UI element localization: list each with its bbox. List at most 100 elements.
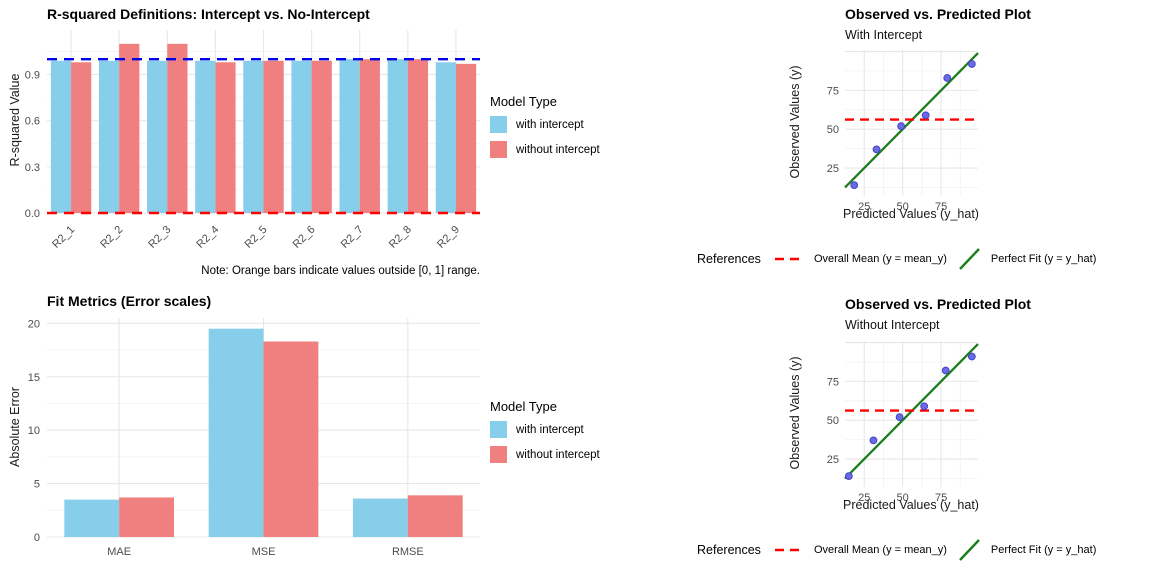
y-tick-label: 15 [28,372,40,384]
bar-R2_2-without [119,43,140,214]
references-legend-title: References [697,543,761,557]
with-intercept-swatch [490,421,507,438]
scatter-point [967,352,976,361]
legend-title: Model Type [490,94,557,109]
overall-mean-label: Overall Mean (y = mean_y) [813,253,947,265]
bar-R2_8-without [407,59,429,213]
scatter-without-x-axis-label: Predicted Values (y_hat) [843,498,979,512]
x-tick-label: R2_6 [291,224,318,251]
rsquared-plot-area: R2_1 R2_2 R2_3 R2_4 R2_5 R2_6 R2_7 R2_8 R2_9 0.0 0… [25,30,480,251]
x-tick-label: RMSE [392,546,424,558]
x-tick-label: 50 [897,201,909,213]
bar-R2_7-with [339,59,360,213]
legend-item-without-intercept: without intercept [490,141,600,158]
y-tick-label: 50 [827,415,839,427]
scatter-point [943,74,952,82]
y-tick-label: 0.9 [25,70,40,82]
x-tick-label: 75 [935,201,947,213]
perfect-fit-label: Perfect Fit (y = y_hat) [990,544,1097,556]
rsquared-caption: Note: Orange bars indicate values outsid… [201,265,480,277]
bar-MAE-without [119,497,175,537]
legend-item-without-intercept: without intercept [490,446,600,463]
x-tick-label: R2_1 [50,224,77,251]
scatter-point [967,60,976,68]
scatter-with-plot-area: 25 50 75 25 50 75 [827,50,979,213]
x-tick-label: MSE [252,546,276,558]
perfect-fit-line-icon [959,248,980,270]
bar-R2_4-with [195,60,216,213]
bar-R2_2-with [98,60,120,213]
legend-item-label: with intercept [516,118,584,131]
scatter-point [850,181,859,190]
scatter-without-title: Observed vs. Predicted Plot [845,296,1031,312]
mean-line-icon [774,257,803,261]
without-intercept-swatch [490,141,507,158]
y-tick-label: 25 [827,454,839,466]
bar-MAE-with [64,499,120,537]
bar-R2_1-with [50,60,72,213]
bar-R2_6-with [291,60,312,213]
bar-R2_6-without [311,60,332,213]
perfect-fit-line-icon [959,539,980,561]
x-tick-label: 25 [858,492,870,504]
legend-item-label: without intercept [516,448,600,461]
y-tick-label: 0 [34,532,40,544]
fit-metrics-chart-title: Fit Metrics (Error scales) [47,293,212,309]
x-tick-label: 75 [935,492,947,504]
scatter-point [872,145,881,154]
x-tick-label: R2_9 [435,224,462,251]
scatter-point [895,413,904,422]
legend-item-with-intercept: with intercept [490,421,600,438]
x-tick-label: R2_4 [194,224,221,251]
x-tick-label: R2_5 [243,224,270,251]
y-tick-label: 5 [34,479,40,491]
y-tick-label: 75 [827,85,839,97]
bar-MSE-with [208,328,264,537]
y-tick-label: 25 [827,163,839,175]
legend-item-with-intercept: with intercept [490,116,600,133]
y-tick-label: 0.6 [25,116,40,128]
bar-R2_7-without [359,59,380,213]
y-tick-label: 75 [827,376,839,388]
scatter-with-title: Observed vs. Predicted Plot [845,6,1031,22]
bar-RMSE-without [407,495,463,537]
y-tick-label: 50 [827,124,839,136]
scatter-point [941,366,950,375]
x-tick-label: 25 [858,201,870,213]
scatter-point [921,111,930,120]
scatter-point [869,436,878,445]
model-type-legend-top: Model Type with intercept without interc… [490,94,600,166]
bar-R2_5-without [263,60,284,213]
with-intercept-swatch [490,116,507,133]
mean-line-icon [774,548,803,552]
bar-R2_4-without [215,62,236,214]
scatter-point [897,122,906,131]
y-tick-label: 10 [28,425,40,437]
rsquared-chart-title: R-squared Definitions: Intercept vs. No-… [47,6,370,22]
x-tick-label: 50 [897,492,909,504]
references-legend-top: References Overall Mean (y = mean_y) Per… [697,246,1096,272]
x-tick-label: R2_3 [146,224,173,251]
scatter-with-x-axis-label: Predicted Values (y_hat) [843,207,979,221]
scatter-without-plot-area: 25 50 75 25 50 75 [827,341,979,504]
perfect-fit-label: Perfect Fit (y = y_hat) [990,253,1097,265]
references-legend-title: References [697,252,761,266]
x-tick-label: R2_2 [98,224,125,251]
bar-R2_3-with [147,60,168,213]
scatter-point [844,472,853,481]
bar-R2_8-with [387,59,408,213]
bar-R2_1-without [71,62,92,214]
scatter-point [920,402,929,411]
model-type-legend-bottom: Model Type with intercept without interc… [490,399,600,471]
scatter-without-subtitle: Without Intercept [845,318,940,332]
references-legend-bottom: References Overall Mean (y = mean_y) Per… [697,537,1096,563]
bar-MSE-without [263,341,319,537]
x-tick-label: R2_8 [387,224,414,251]
bar-R2_3-without [167,43,188,214]
x-tick-label: R2_7 [339,224,366,251]
scatter-with-subtitle: With Intercept [845,28,923,42]
legend-item-label: with intercept [516,423,584,436]
legend-item-label: without intercept [516,143,600,156]
y-tick-label: 20 [28,318,40,330]
